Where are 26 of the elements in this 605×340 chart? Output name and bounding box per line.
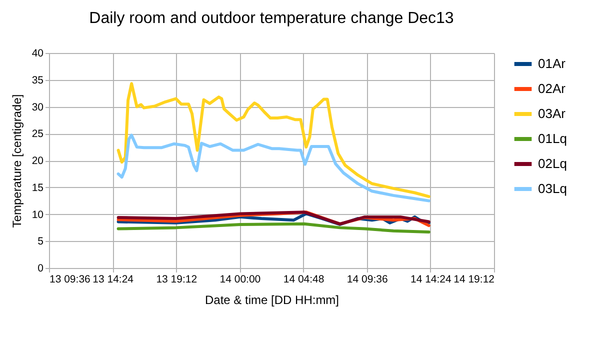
chart-title: Daily room and outdoor temperature change Dec13 (89, 10, 454, 27)
y-tick-label: 15 (32, 182, 44, 194)
legend-label: 01Ar (538, 56, 566, 71)
y-axis-title: Temperature [centigrade] (10, 94, 24, 228)
y-tick-label: 10 (32, 208, 44, 221)
y-tick-label: 40 (32, 48, 44, 60)
x-tick-label: 14 04:48 (283, 274, 324, 286)
legend-label: 02Ar (538, 81, 566, 96)
x-tick-label: 14 00:00 (220, 274, 261, 286)
legend-label: 02Lq (538, 156, 567, 171)
x-tick-label: 13 09:36 (50, 274, 91, 286)
y-tick-label: 35 (32, 74, 44, 86)
y-tick-label: 0 (38, 262, 44, 274)
x-tick-label: 14 14:24 (410, 274, 452, 286)
x-tick-label: 14 19:12 (454, 274, 495, 286)
legend-label: 03Ar (538, 106, 566, 121)
y-tick-label: 20 (32, 155, 44, 167)
y-tick-label: 5 (38, 236, 44, 248)
x-axis-title: Date & time [DD HH:mm] (204, 293, 340, 307)
legend-label: 03Lq (538, 181, 567, 196)
y-tick-label: 25 (32, 128, 44, 140)
legend-label: 01Lq (538, 131, 567, 146)
x-tick-label: 14 09:36 (346, 274, 388, 286)
x-tick-label: 13 19:12 (156, 274, 198, 286)
y-tick-label: 30 (32, 101, 44, 114)
x-tick-label: 13 14:24 (92, 274, 134, 286)
